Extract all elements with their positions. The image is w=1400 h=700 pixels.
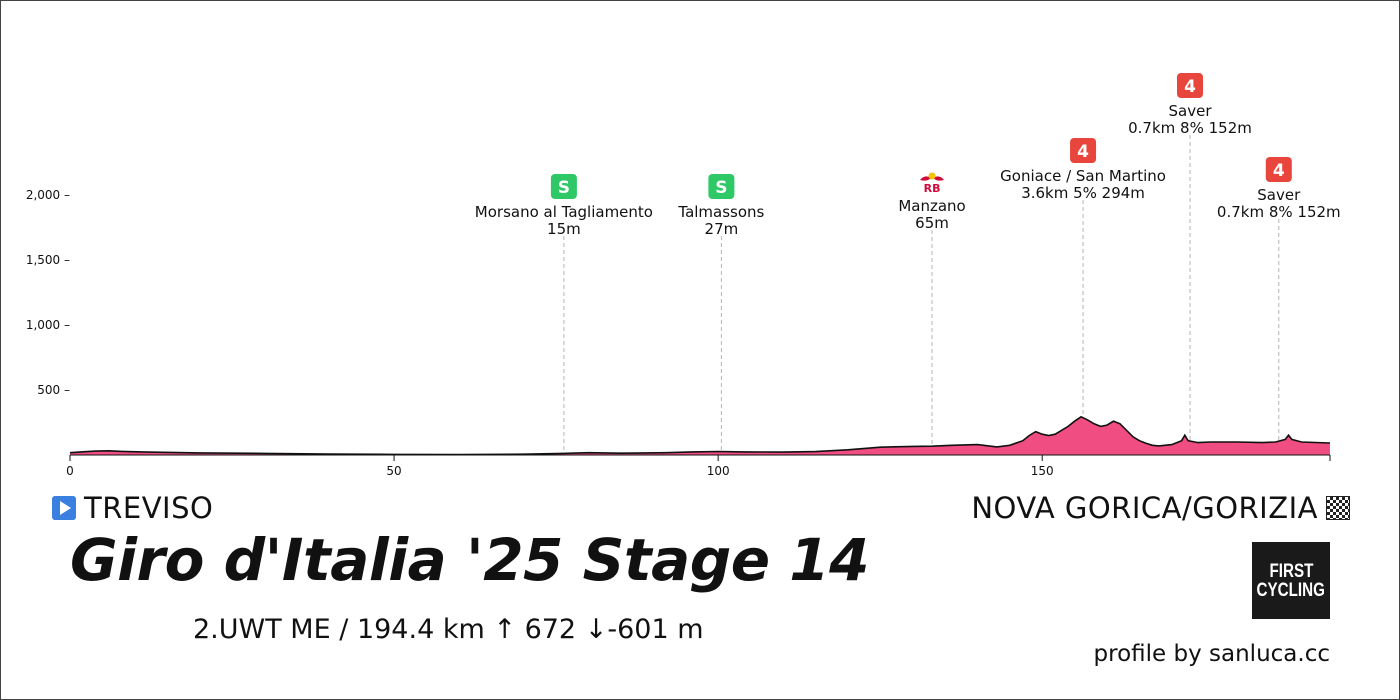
redbull-bull-right: [933, 176, 945, 181]
waypoint-detail: 65m: [915, 214, 949, 232]
waypoint-guide-lines: [563, 135, 1280, 454]
y-tick-label: 1,500 –: [26, 253, 70, 267]
checkered-flag-icon: [1326, 496, 1350, 520]
y-tick-label: 500 –: [37, 383, 70, 397]
waypoint-badge: [708, 174, 735, 199]
elevation-line: [69, 415, 1331, 456]
waypoint-name: Manzano: [898, 197, 965, 215]
waypoint-detail: 3.6km 5% 294m: [1021, 184, 1145, 202]
stage-title: Giro d'Italia '25 Stage 14: [70, 526, 870, 594]
first-cycling-logo: FIRST CYCLING: [1252, 542, 1330, 619]
waypoint-detail: 15m: [547, 220, 581, 238]
stage-distance: 194.4 km: [356, 614, 485, 645]
waypoint-detail: 0.7km 8% 152m: [1217, 203, 1341, 221]
logo-line-2: CYCLING: [1256, 579, 1326, 601]
x-tick-label: 150: [1031, 464, 1054, 478]
stats-separator: /: [339, 614, 349, 645]
waypoint-badge: [550, 174, 577, 199]
start-location: TREVISO: [52, 491, 213, 525]
waypoint-name: Saver: [1169, 102, 1213, 120]
waypoint-name: Talmassons: [677, 203, 764, 221]
total-ascent: ↑ 672: [493, 614, 577, 645]
finish-location: NOVA GORICA/GORIZIA: [971, 491, 1350, 525]
waypoint-name: Saver: [1257, 186, 1301, 204]
waypoint-badge: [1177, 73, 1203, 98]
waypoint-badge-text: 4: [1077, 142, 1089, 162]
waypoint-badge-text: 4: [1273, 161, 1285, 181]
y-tick-label: 2,000 –: [26, 188, 70, 202]
waypoint-detail: 0.7km 8% 152m: [1128, 119, 1252, 137]
logo-line-1: FIRST: [1269, 560, 1313, 582]
waypoint-badge-text: 4: [1184, 77, 1196, 97]
waypoint-name: Goniace / San Martino: [1000, 167, 1166, 185]
y-tick-label: 1,000 –: [26, 318, 70, 332]
x-tick-label: 100: [707, 464, 730, 478]
x-tick-label: 0: [66, 464, 74, 478]
waypoint-detail: 27m: [705, 220, 739, 238]
finish-label: NOVA GORICA/GORIZIA: [971, 491, 1318, 525]
stage-stats: 2.UWT ME / 194.4 km ↑ 672 ↓-601 m: [193, 614, 704, 645]
elevation-area: [70, 416, 1330, 455]
redbull-sun: [928, 172, 936, 180]
x-axis-ticks: 0 50 100 150: [66, 455, 1331, 478]
waypoint-badge-text: S: [715, 178, 727, 198]
x-tick-label: 50: [386, 464, 401, 478]
race-category: 2.UWT ME: [193, 614, 331, 645]
redbull-bull-left: [920, 176, 932, 181]
total-descent: ↓-601 m: [584, 614, 704, 645]
waypoint-badge: [1070, 138, 1097, 163]
profile-credit: profile by sanluca.cc: [1093, 641, 1330, 667]
play-icon: [52, 496, 76, 520]
y-axis-ticks: 500 – 1,000 – 1,500 – 2,000 –: [26, 188, 70, 397]
start-label: TREVISO: [84, 491, 214, 525]
redbull-logo-icon: RB: [924, 182, 941, 195]
waypoint-badge: [1265, 157, 1292, 182]
waypoint-name: Morsano al Tagliamento: [475, 203, 653, 221]
waypoint-badge-text: S: [558, 178, 570, 198]
